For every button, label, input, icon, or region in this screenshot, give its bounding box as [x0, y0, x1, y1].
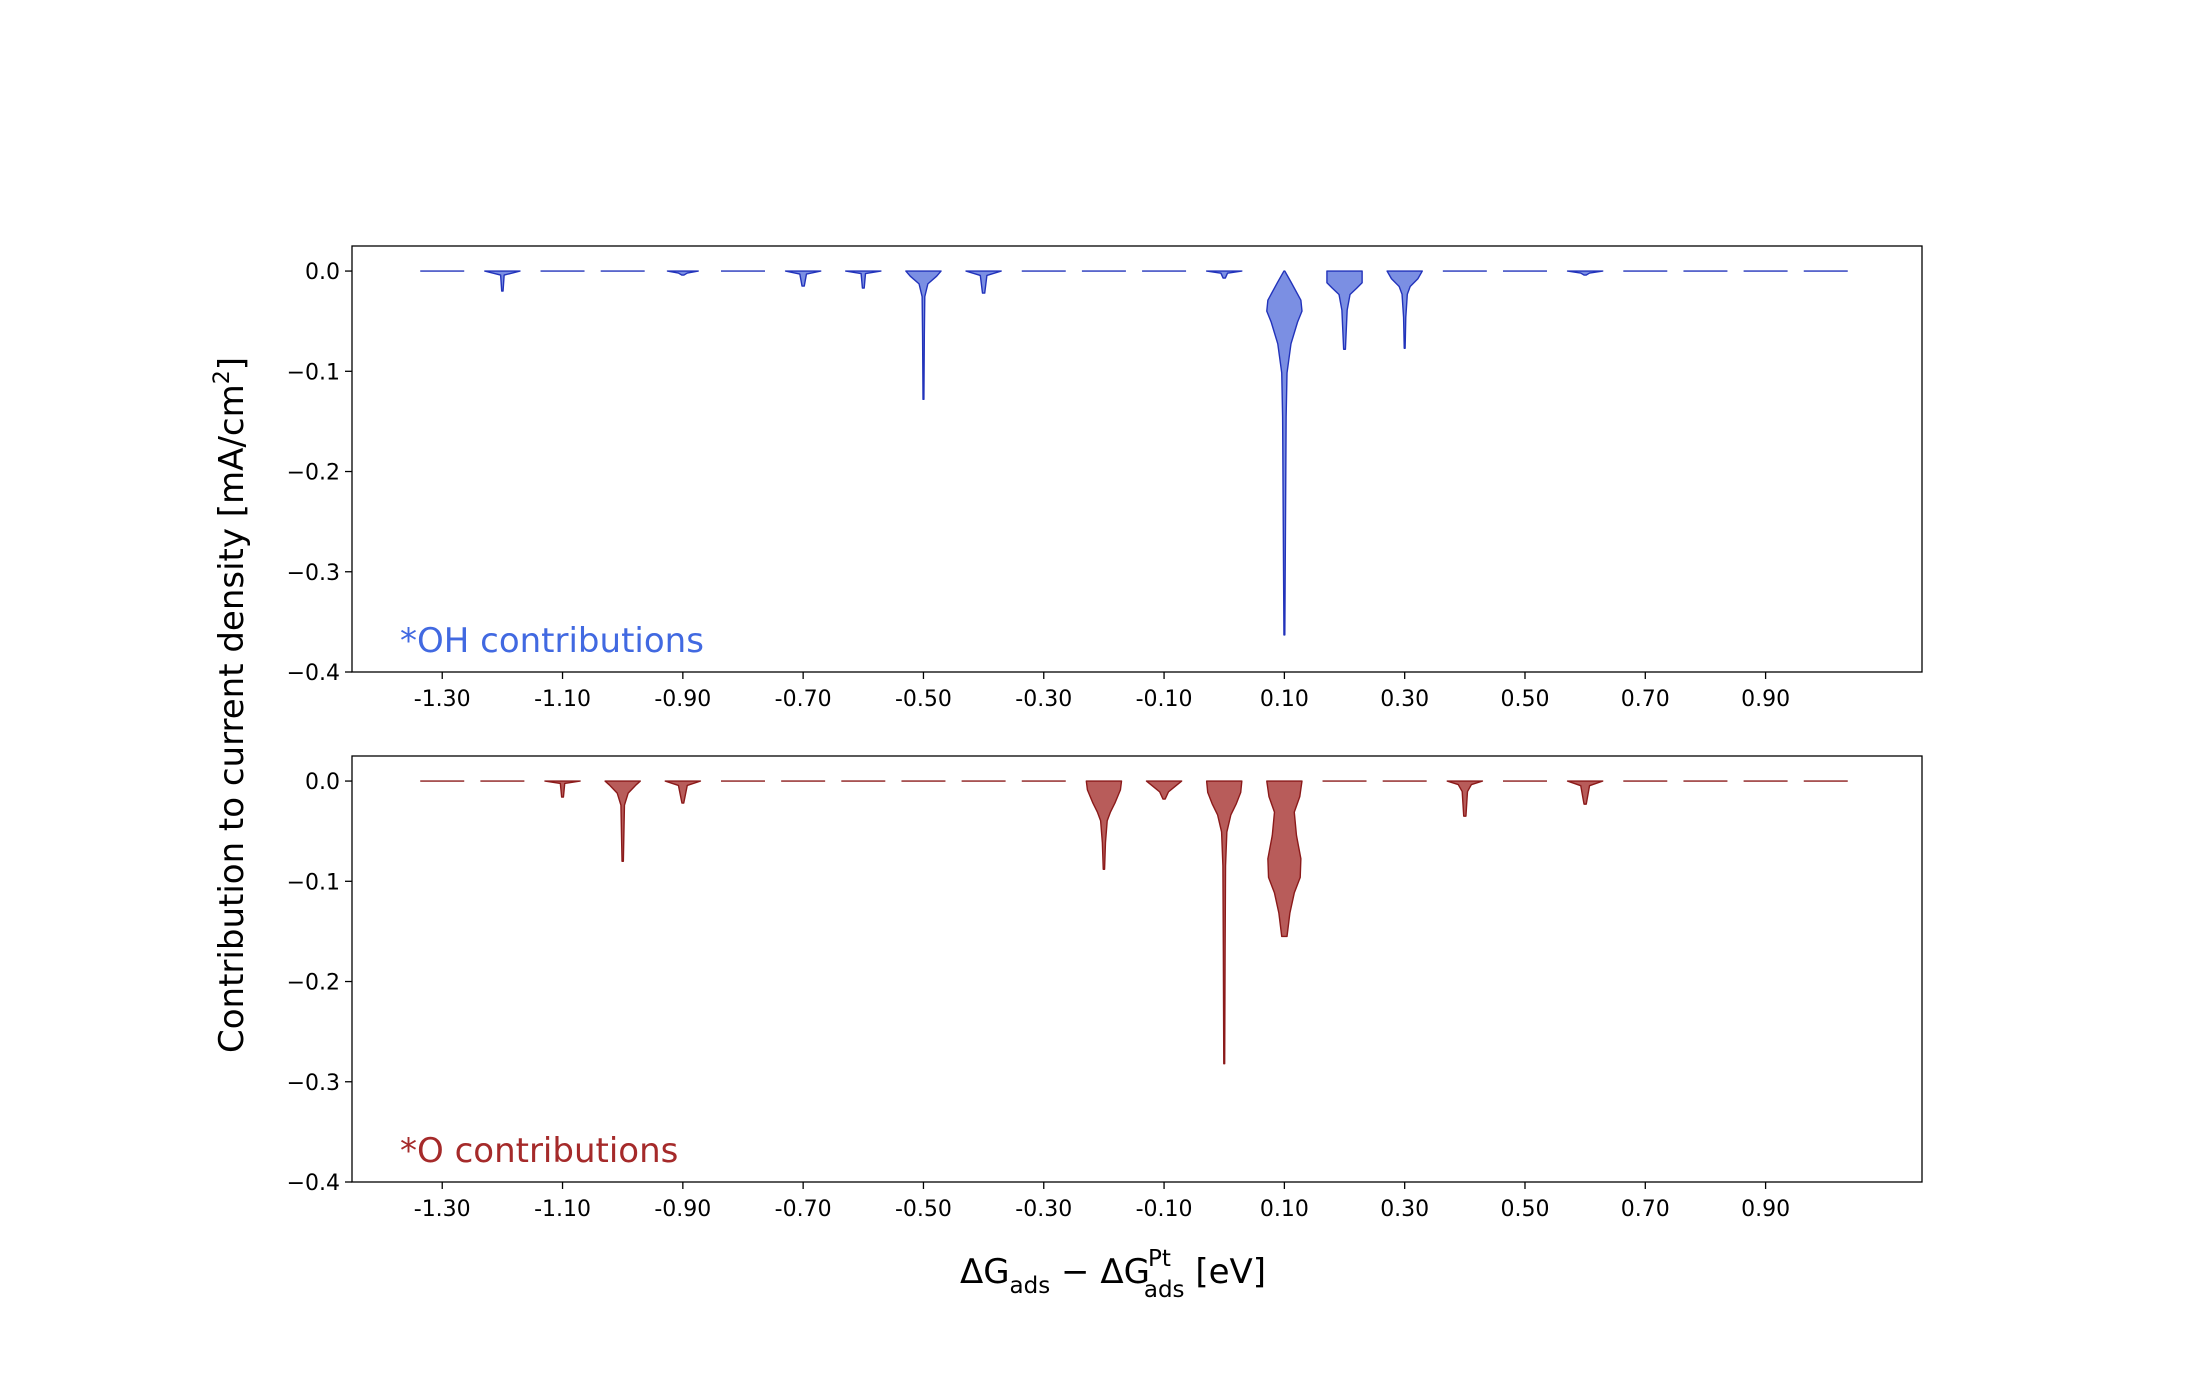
oh-violin-0.20 [1326, 270, 1363, 350]
o-x-tick-label: 0.10 [1260, 1197, 1309, 1222]
o-x-tick-label: -0.10 [1136, 1197, 1193, 1222]
oh-x-tick-label: 0.30 [1380, 687, 1429, 712]
oh-axes-frame [351, 245, 1923, 673]
oh-violin-0.60 [1566, 270, 1604, 276]
oh-violin--1.20 [484, 270, 521, 292]
oh-y-tick-label: −0.2 [287, 461, 340, 486]
oh-x-tick-label: 0.50 [1500, 687, 1549, 712]
o-y-tick-label: −0.2 [287, 971, 340, 996]
o-y-tick-label: 0.0 [305, 770, 340, 795]
y-axis-label-close: ] [212, 357, 252, 370]
o-violin--1.10 [544, 780, 581, 798]
oh-y-tick-label: −0.1 [287, 360, 340, 385]
o-axes-frame [351, 755, 1923, 1183]
oh-panel: 0.0 −0.1 −0.2 −0.3 −0.4 -1.30 -1.10 -0.90 -0.70 -… [287, 245, 1923, 712]
o-y-tick-label: −0.4 [287, 1171, 340, 1196]
oh-violin-0.30 [1386, 270, 1423, 349]
oh-x-tick-label: 0.10 [1260, 687, 1309, 712]
x-label-unit: [eV] [1185, 1252, 1267, 1292]
oh-panel-label: *OH contributions [400, 621, 704, 661]
o-x-tick-label: -0.70 [775, 1197, 832, 1222]
x-label-minus: − [1050, 1252, 1100, 1292]
oh-x-tick-label: -0.70 [775, 687, 832, 712]
o-violin-0.10 [1266, 780, 1303, 938]
o-violin-0.40 [1446, 780, 1484, 817]
o-violin-0.00 [1205, 780, 1243, 1065]
o-x-tick-label: -1.10 [534, 1197, 591, 1222]
x-label-sub2: ads [1144, 1277, 1185, 1303]
x-axis-label: ΔGads − ΔGPt ads [eV] [960, 1246, 1266, 1303]
y-axis-label: Contribution to current density [mA/cm2] [210, 357, 252, 1053]
o-x-tick-label: -0.50 [895, 1197, 952, 1222]
o-violin--0.90 [664, 780, 702, 804]
oh-violin--0.40 [965, 270, 1002, 294]
o-panel: 0.0 −0.1 −0.2 −0.3 −0.4 -1.30 -1.10 -0.90 -0.70 -… [287, 755, 1923, 1222]
o-x-tick-label: 0.70 [1621, 1197, 1670, 1222]
oh-x-tick-label: -0.10 [1136, 687, 1193, 712]
oh-y-tick-label: −0.3 [287, 561, 340, 586]
x-label-sub1: ads [1010, 1273, 1051, 1299]
oh-violin-0.10 [1266, 270, 1303, 636]
o-x-tick-label: -0.90 [654, 1197, 711, 1222]
o-panel-label: *O contributions [400, 1131, 678, 1171]
o-violin--1.00 [604, 780, 641, 862]
o-y-tick-label: −0.1 [287, 870, 340, 895]
oh-violin--0.50 [905, 270, 942, 401]
oh-violin--0.70 [784, 270, 822, 287]
o-y-tick-label: −0.3 [287, 1071, 340, 1096]
o-x-tick-label: 0.30 [1380, 1197, 1429, 1222]
x-label-delta2: ΔG [1100, 1252, 1150, 1292]
oh-x-tick-label: -0.30 [1015, 687, 1072, 712]
o-violin--0.10 [1145, 780, 1183, 800]
x-label-sup2: Pt [1148, 1246, 1171, 1272]
o-violin-0.60 [1566, 780, 1604, 805]
o-violin--0.20 [1085, 780, 1123, 870]
oh-y-tick-label: −0.4 [287, 661, 340, 686]
oh-x-tick-label: -0.50 [895, 687, 952, 712]
oh-y-tick-label: 0.0 [305, 260, 340, 285]
o-x-tick-label: 0.90 [1741, 1197, 1790, 1222]
y-axis-label-sup: 2 [210, 370, 235, 384]
oh-x-tick-label: -1.10 [534, 687, 591, 712]
oh-violin-0.00 [1205, 270, 1243, 279]
oh-violin--0.90 [666, 270, 699, 276]
oh-violin--0.60 [845, 270, 882, 289]
o-x-tick-label: 0.50 [1500, 1197, 1549, 1222]
o-x-tick-label: -0.30 [1015, 1197, 1072, 1222]
o-x-tick-label: -1.30 [414, 1197, 471, 1222]
oh-x-tick-label: 0.90 [1741, 687, 1790, 712]
oh-x-tick-label: 0.70 [1621, 687, 1670, 712]
oh-x-tick-label: -1.30 [414, 687, 471, 712]
oh-x-tick-label: -0.90 [654, 687, 711, 712]
